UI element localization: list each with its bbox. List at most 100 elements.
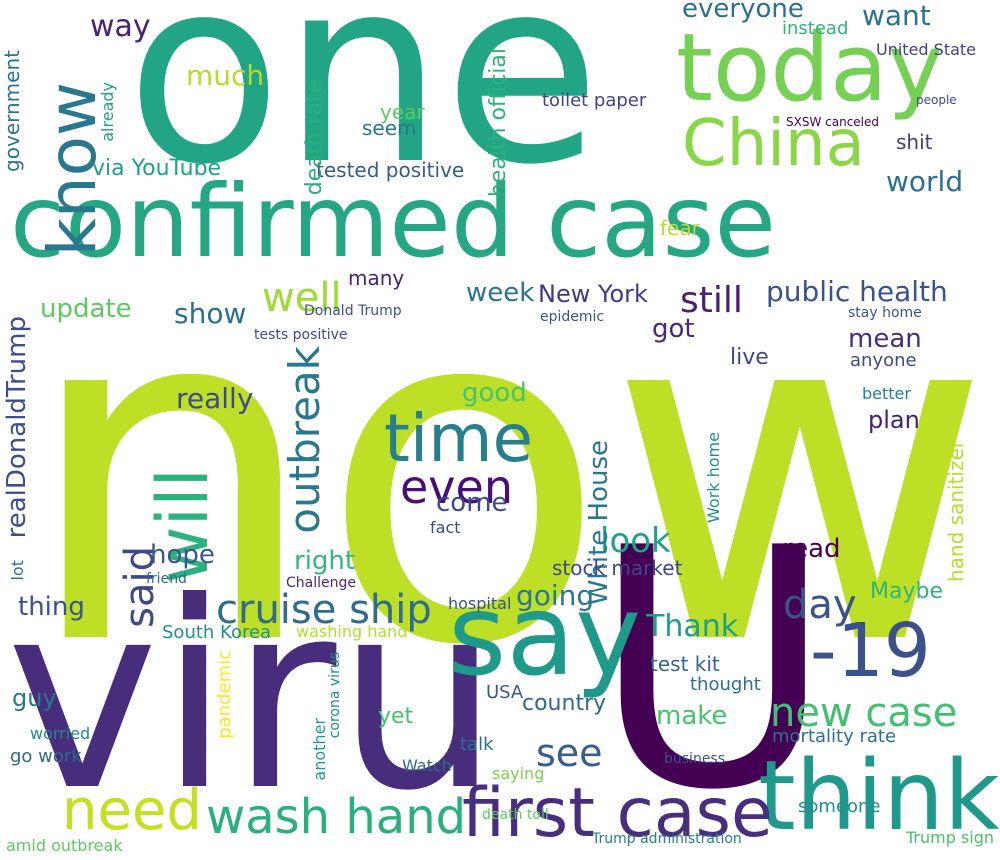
word-good: good bbox=[462, 378, 527, 408]
word-viru: viru bbox=[6, 547, 500, 847]
word-lot: lot bbox=[8, 560, 27, 581]
word-challenge: Challenge bbox=[286, 575, 356, 591]
word-worried: worried bbox=[30, 724, 91, 743]
word-outbreak: outbreak bbox=[280, 346, 329, 534]
word-new-case: new case bbox=[770, 690, 958, 736]
word-amid-outbreak: amid outbreak bbox=[6, 836, 123, 855]
word-test-kit: test kit bbox=[650, 652, 720, 676]
word-seem: seem bbox=[362, 116, 417, 140]
word-epidemic: epidemic bbox=[540, 309, 605, 325]
word-still: still bbox=[680, 280, 743, 321]
word-read: read bbox=[782, 534, 841, 564]
word-china: China bbox=[682, 107, 865, 181]
word-need: need bbox=[62, 778, 202, 843]
word-watch: Watch bbox=[402, 756, 452, 775]
word-another: another bbox=[310, 718, 329, 781]
word-mean: mean bbox=[848, 324, 922, 354]
word-thank: Thank bbox=[646, 609, 739, 644]
word-talk: talk bbox=[460, 734, 494, 755]
word-say: say bbox=[448, 571, 642, 701]
word-even: even bbox=[400, 460, 513, 514]
word-washing-hand: washing hand bbox=[296, 622, 408, 641]
word-got: got bbox=[652, 314, 695, 344]
word-now: now bbox=[22, 201, 992, 748]
word-better: better bbox=[862, 384, 911, 403]
word-usa: USA bbox=[486, 682, 524, 703]
word-already: already bbox=[98, 82, 117, 142]
word-tested-positive: tested positive bbox=[316, 158, 465, 182]
word-maybe: Maybe bbox=[870, 579, 943, 604]
word-united-state: United State bbox=[876, 40, 977, 59]
word-toilet-paper: toilet paper bbox=[542, 90, 647, 111]
word-right: right bbox=[294, 546, 356, 576]
word-health-official: health official bbox=[486, 48, 511, 198]
word-trump-administration: Trump administration bbox=[592, 831, 742, 847]
word-week: week bbox=[466, 278, 535, 308]
word-year: year bbox=[380, 100, 425, 124]
word-confirmed-case: confirmed case bbox=[10, 163, 776, 280]
word-one: one bbox=[126, 0, 601, 221]
word-instead: instead bbox=[782, 18, 849, 39]
word-much: much bbox=[186, 59, 265, 92]
word-new-york: New York bbox=[538, 280, 648, 308]
word-friend: friend bbox=[146, 571, 187, 587]
word-business: business bbox=[664, 751, 726, 767]
word-tests-positive: tests positive bbox=[254, 327, 348, 343]
word-going: going bbox=[516, 579, 595, 612]
word-want: want bbox=[862, 0, 931, 32]
word-someone: someone bbox=[798, 796, 881, 817]
word-way: way bbox=[90, 9, 151, 44]
word-go-work: go work bbox=[10, 746, 82, 767]
word-u: U bbox=[592, 478, 834, 860]
word-look: look bbox=[600, 521, 671, 561]
word-thought: thought bbox=[690, 674, 761, 695]
word-mortality-rate: mortality rate bbox=[772, 726, 897, 747]
word-everyone: everyone bbox=[682, 0, 804, 24]
word-public-health: public health bbox=[766, 275, 948, 308]
word-make: make bbox=[656, 701, 728, 731]
word-first-case: first case bbox=[462, 774, 773, 853]
word-time: time bbox=[384, 400, 534, 477]
word-death-toll: death toll bbox=[482, 807, 549, 823]
word-see: see bbox=[536, 731, 603, 775]
word-hospital: hospital bbox=[448, 594, 512, 613]
word-today: today bbox=[676, 14, 944, 123]
word-people: people bbox=[916, 93, 957, 107]
word-south-korea: South Korea bbox=[162, 622, 272, 643]
word-fear: fear bbox=[660, 216, 700, 240]
word-country: country bbox=[522, 691, 607, 716]
word-sxsw-canceled: SXSW canceled bbox=[786, 115, 880, 129]
word-death-rate: death rate bbox=[302, 80, 327, 196]
word-trump-sign: Trump sign bbox=[906, 828, 995, 847]
word-live: live bbox=[730, 345, 769, 370]
word-many: many bbox=[348, 266, 405, 290]
word-really: really bbox=[176, 382, 254, 415]
word-cruise-ship: cruise ship bbox=[216, 587, 432, 633]
word-hope: hope bbox=[150, 540, 215, 570]
word-yet: yet bbox=[378, 704, 414, 729]
word-donald-trump: Donald Trump bbox=[304, 303, 402, 319]
word-realdonaldtrump: realDonaldTrump bbox=[2, 316, 32, 539]
word-stay-home: stay home bbox=[848, 305, 922, 321]
word-well: well bbox=[262, 275, 342, 321]
word-fact: fact bbox=[430, 518, 461, 537]
word-update: update bbox=[40, 294, 132, 324]
word-pandemic: pandemic bbox=[214, 650, 235, 739]
word-shit: shit bbox=[896, 130, 933, 154]
word-day: day bbox=[783, 582, 857, 628]
word-show: show bbox=[174, 297, 247, 330]
word-anyone: anyone bbox=[850, 350, 917, 371]
word-come: come bbox=[436, 488, 508, 518]
word-work-home: Work home bbox=[704, 432, 723, 523]
word-think: think bbox=[758, 740, 1000, 852]
word-white-house: White House bbox=[584, 440, 614, 606]
word-stock-market: stock market bbox=[552, 556, 683, 580]
word-world: world bbox=[886, 165, 964, 198]
word-plan: plan bbox=[868, 406, 920, 434]
word-wash-hand: wash hand bbox=[206, 789, 467, 845]
word-saying: saying bbox=[492, 764, 545, 783]
word-via-youtube: via YouTube bbox=[92, 156, 222, 181]
word-hand-sanitizer: hand sanitizer bbox=[944, 440, 968, 582]
word-thing: thing bbox=[18, 592, 85, 622]
